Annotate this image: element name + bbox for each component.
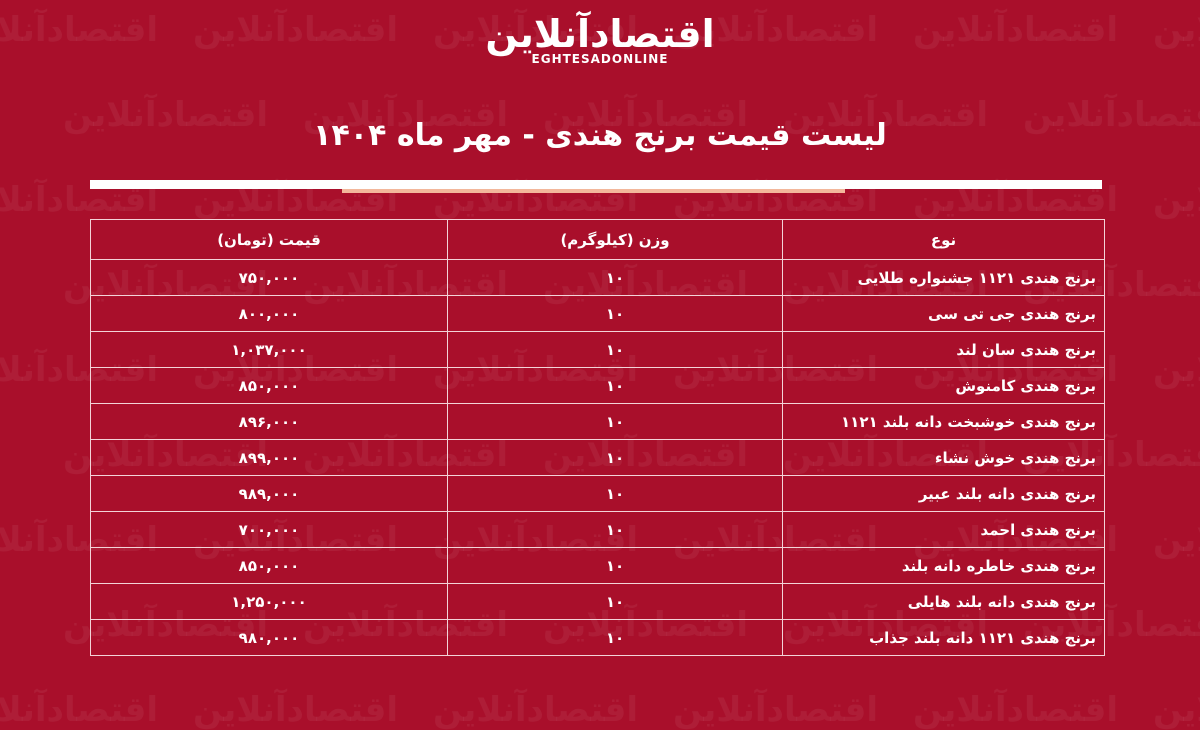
cell-type: برنج هندی ۱۱۲۱ جشنواره طلایی [782,259,1105,296]
watermark-logo: اقتصادآنلاین [1152,10,1200,50]
cell-type: برنج هندی سان لند [782,331,1105,368]
table-header-row: نوع وزن (کیلوگرم) قیمت (تومان) [90,219,1105,260]
cell-type: برنج هندی ۱۱۲۱ دانه بلند جذاب [782,619,1105,656]
cell-weight: ۱۰ [447,403,783,440]
brand-logo: اقتصادآنلاین EGHTESADONLINE [480,12,720,87]
watermark-logo: اقتصادآنلاین [1152,350,1200,390]
watermark-logo: اقتصادآنلاین [192,690,399,730]
cell-type: برنج هندی خاطره دانه بلند [782,547,1105,584]
watermark-logo: اقتصادآنلاین [0,690,159,730]
cell-type: برنج هندی خوش نشاء [782,439,1105,476]
logo-english: EGHTESADONLINE [531,52,669,66]
cell-weight: ۱۰ [447,259,783,296]
header-weight: وزن (کیلوگرم) [447,219,783,260]
table-row: برنج هندی کامنوش ۱۰ ۸۵۰,۰۰۰ [90,367,1105,404]
price-table: نوع وزن (کیلوگرم) قیمت (تومان) برنج هندی… [90,219,1105,656]
page-title: لیست قیمت برنج هندی - مهر ماه ۱۴۰۴ [313,118,887,153]
cell-type: برنج هندی خوشبخت دانه بلند ۱۱۲۱ [782,403,1105,440]
table-row: برنج هندی جی تی سی ۱۰ ۸۰۰,۰۰۰ [90,295,1105,332]
header-price: قیمت (تومان) [90,219,448,260]
cell-price: ۹۸۹,۰۰۰ [90,475,448,512]
watermark-logo: اقتصادآنلاین [192,10,399,50]
cell-weight: ۱۰ [447,511,783,548]
cell-price: ۹۸۰,۰۰۰ [90,619,448,656]
cell-price: ۸۹۶,۰۰۰ [90,403,448,440]
watermark-logo: اقتصادآنلاین [912,690,1119,730]
cell-type: برنج هندی احمد [782,511,1105,548]
watermark-logo: اقتصادآنلاین [432,690,639,730]
divider-white [90,180,1102,189]
logo-persian: اقتصادآنلاین [485,12,715,56]
cell-price: ۸۰۰,۰۰۰ [90,295,448,332]
cell-price: ۱,۰۳۷,۰۰۰ [90,331,448,368]
watermark-logo: اقتصادآنلاین [672,690,879,730]
cell-type: برنج هندی کامنوش [782,367,1105,404]
table-row: برنج هندی خوشبخت دانه بلند ۱۱۲۱ ۱۰ ۸۹۶,۰۰۰ [90,403,1105,440]
table-row: برنج هندی دانه بلند عبیر ۱۰ ۹۸۹,۰۰۰ [90,475,1105,512]
header-type: نوع [782,219,1105,260]
cell-weight: ۱۰ [447,619,783,656]
watermark-logo: اقتصادآنلاین [1152,180,1200,220]
cell-weight: ۱۰ [447,583,783,620]
cell-price: ۷۵۰,۰۰۰ [90,259,448,296]
cell-weight: ۱۰ [447,475,783,512]
cell-price: ۷۰۰,۰۰۰ [90,511,448,548]
divider-accent [342,189,845,193]
watermark-logo: اقتصادآنلاین [1152,520,1200,560]
table-row: برنج هندی خوش نشاء ۱۰ ۸۹۹,۰۰۰ [90,439,1105,476]
cell-weight: ۱۰ [447,331,783,368]
cell-price: ۸۵۰,۰۰۰ [90,547,448,584]
watermark-logo: اقتصادآنلاین [1152,690,1200,730]
table-row: برنج هندی دانه بلند هایلی ۱۰ ۱,۲۵۰,۰۰۰ [90,583,1105,620]
cell-price: ۸۹۹,۰۰۰ [90,439,448,476]
table-row: برنج هندی خاطره دانه بلند ۱۰ ۸۵۰,۰۰۰ [90,547,1105,584]
cell-weight: ۱۰ [447,295,783,332]
watermark-logo: اقتصادآنلاین [0,10,159,50]
table-row: برنج هندی ۱۱۲۱ دانه بلند جذاب ۱۰ ۹۸۰,۰۰۰ [90,619,1105,656]
table-row: برنج هندی ۱۱۲۱ جشنواره طلایی ۱۰ ۷۵۰,۰۰۰ [90,259,1105,296]
cell-weight: ۱۰ [447,439,783,476]
cell-weight: ۱۰ [447,547,783,584]
cell-type: برنج هندی جی تی سی [782,295,1105,332]
cell-type: برنج هندی دانه بلند هایلی [782,583,1105,620]
cell-weight: ۱۰ [447,367,783,404]
watermark-logo: اقتصادآنلاین [912,10,1119,50]
cell-price: ۱,۲۵۰,۰۰۰ [90,583,448,620]
table-row: برنج هندی سان لند ۱۰ ۱,۰۳۷,۰۰۰ [90,331,1105,368]
cell-price: ۸۵۰,۰۰۰ [90,367,448,404]
cell-type: برنج هندی دانه بلند عبیر [782,475,1105,512]
table-row: برنج هندی احمد ۱۰ ۷۰۰,۰۰۰ [90,511,1105,548]
